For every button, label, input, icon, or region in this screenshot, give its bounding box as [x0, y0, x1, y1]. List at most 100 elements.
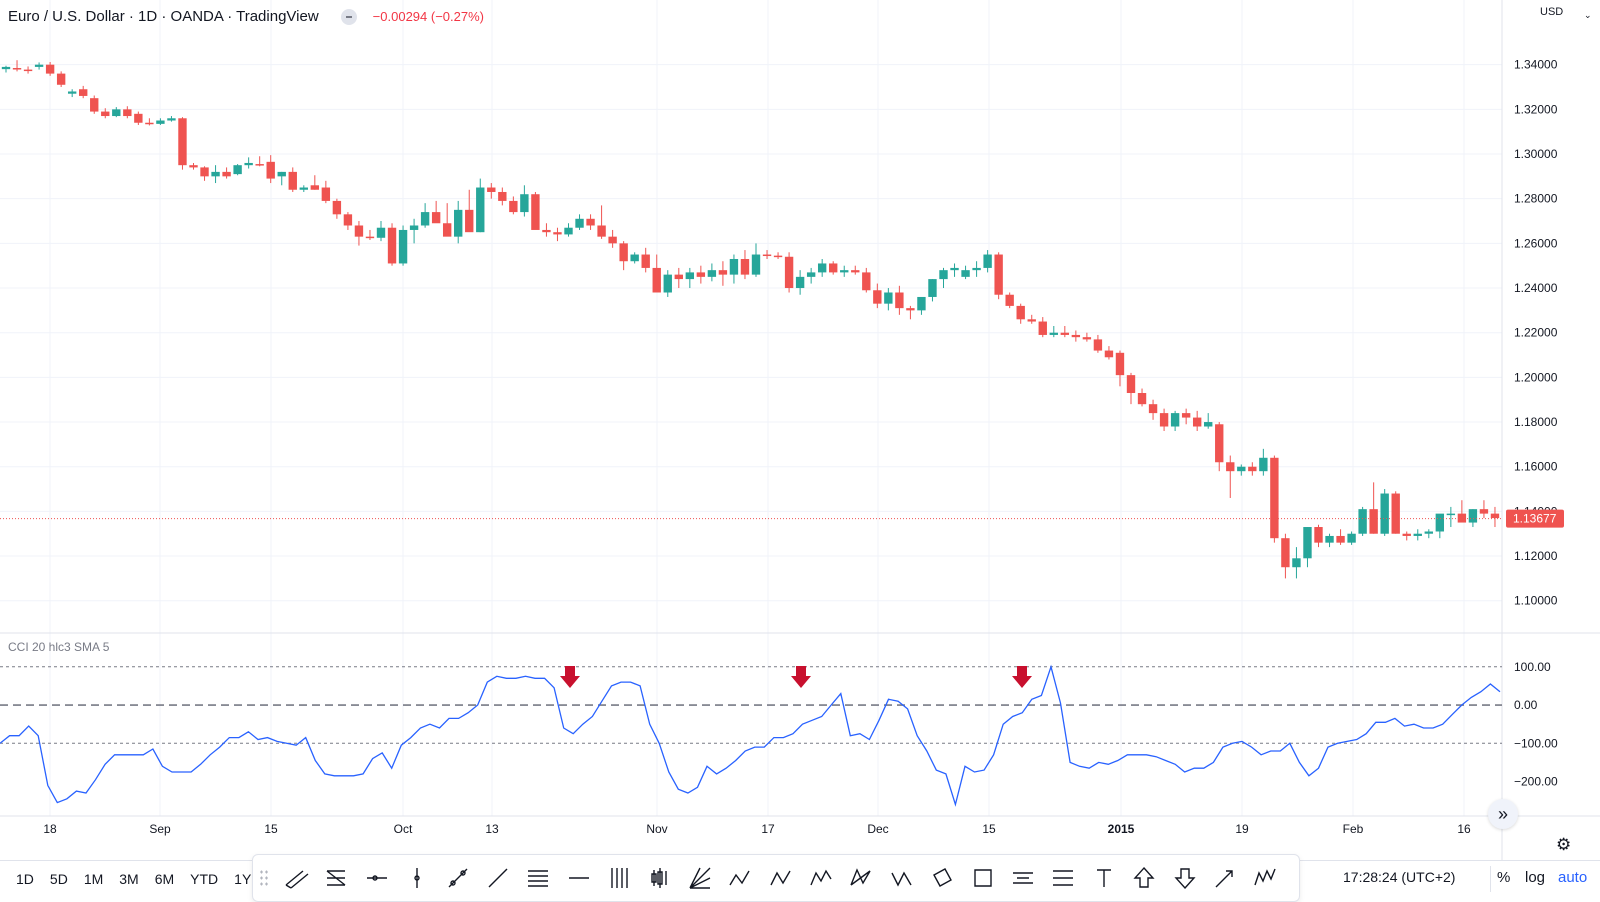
candle-body — [564, 227, 573, 235]
candle-body — [773, 255, 783, 258]
candle-body — [288, 171, 297, 190]
candle-body — [1226, 462, 1235, 472]
candle-body — [740, 258, 750, 275]
period-3m[interactable]: 3M — [119, 871, 139, 887]
down-arrow-icon — [791, 666, 811, 688]
vertical-lines-tool-button[interactable] — [602, 861, 636, 895]
candle-body — [409, 225, 419, 230]
time-label: Oct — [394, 822, 413, 836]
candle-body — [873, 290, 882, 304]
candle-body — [1303, 527, 1312, 559]
candle-body — [685, 272, 695, 280]
candle-body — [1093, 339, 1103, 351]
log-scale-toggle[interactable]: log — [1525, 869, 1546, 886]
arrow-down-tool-button[interactable] — [1168, 861, 1202, 895]
angle-fan-tool-button[interactable] — [683, 861, 717, 895]
candle-body — [674, 274, 683, 280]
candle-body — [928, 279, 937, 297]
candle-body — [255, 164, 264, 166]
candle-body — [1215, 424, 1224, 463]
fib-retracement-tool-button[interactable] — [319, 861, 353, 895]
currency-button[interactable]: USD — [1540, 6, 1564, 18]
pattern-wy-tool-button[interactable] — [885, 861, 919, 895]
candle-body — [1336, 535, 1345, 543]
xabcd-tool-button[interactable] — [844, 861, 878, 895]
divider — [1490, 866, 1491, 892]
price-chart[interactable]: 1.34000 1.32000 1.30000 1.28000 1.26000 1.240… — [0, 0, 1600, 860]
rotated-rectangle-tool-button[interactable] — [925, 861, 959, 895]
symbol-title[interactable]: Euro / U.S. Dollar · 1D · OANDA · Tradin… — [8, 8, 319, 25]
candle-body — [553, 232, 562, 235]
auto-scale-toggle[interactable]: auto — [1558, 869, 1588, 886]
ray-tool-button[interactable] — [481, 861, 515, 895]
rectangle-tool-button[interactable] — [966, 861, 1000, 895]
percent-scale-toggle[interactable]: % — [1497, 869, 1511, 886]
cci-tick-label: −100.00 — [1514, 736, 1558, 750]
clock[interactable]: 17:28:24 (UTC+2) — [1343, 869, 1456, 885]
candle-body — [531, 194, 540, 230]
price-tick-label: 1.10000 — [1514, 594, 1558, 608]
drag-handle-icon[interactable] — [259, 869, 269, 887]
vertical-line-tool-button[interactable] — [400, 861, 434, 895]
text-tool-button[interactable] — [1087, 861, 1121, 895]
candlestick-series — [1, 60, 1500, 579]
price-scale: 1.34000 1.32000 1.30000 1.28000 1.26000 1.240… — [0, 0, 1600, 860]
candle-body — [575, 218, 584, 228]
horizontal-ray-tool-button[interactable] — [360, 861, 394, 895]
gear-icon[interactable]: ⚙ — [1556, 835, 1572, 854]
candle-body — [34, 64, 44, 67]
candle-body — [56, 73, 66, 85]
cci-legend[interactable]: CCI 20 hlc3 SMA 5 — [8, 640, 110, 654]
candle-body — [1159, 413, 1169, 427]
arrow-up-tool-button[interactable] — [1127, 861, 1161, 895]
hide-legend-icon[interactable] — [340, 8, 357, 25]
candle-body — [1369, 509, 1378, 534]
pattern-15-tool-button[interactable] — [723, 861, 757, 895]
text-icon — [1096, 869, 1111, 887]
candle-body — [1413, 533, 1422, 536]
candle-body — [1479, 509, 1489, 514]
candle-body — [420, 212, 430, 226]
pattern-ac-tool-button[interactable] — [764, 861, 798, 895]
date-range-tool-button[interactable] — [1006, 861, 1040, 895]
candle-body — [1005, 294, 1014, 306]
horizontal-line-icon — [568, 877, 589, 879]
candle-body — [310, 185, 320, 190]
candle-body — [299, 187, 308, 190]
chevron-down-icon[interactable]: ⌄ — [1584, 10, 1592, 20]
scroll-to-realtime-button[interactable]: » — [1488, 799, 1518, 829]
price-tick-label: 1.32000 — [1514, 102, 1558, 116]
period-5d[interactable]: 5D — [49, 871, 68, 887]
candle-body — [112, 109, 121, 117]
price-range-icon — [1053, 870, 1074, 886]
candle-body — [376, 227, 386, 238]
price-range-tool-button[interactable] — [1046, 861, 1080, 895]
parallel-channel-tool-button[interactable] — [279, 861, 313, 895]
candles-cross-tool-button[interactable] — [643, 861, 677, 895]
elliott-wave-tool-button[interactable] — [1248, 861, 1282, 895]
candle-body — [983, 254, 992, 268]
candle-body — [939, 270, 948, 280]
candle-body — [1468, 509, 1478, 523]
price-tick-label: 1.30000 — [1514, 147, 1558, 161]
time-label: Sep — [149, 822, 171, 836]
candle-body — [12, 68, 22, 70]
trend-line-tool-button[interactable] — [441, 861, 475, 895]
candle-body — [45, 64, 55, 74]
period-1d[interactable]: 1D — [16, 871, 34, 887]
horizontal-line-tool-button[interactable] — [562, 861, 596, 895]
period-6m[interactable]: 6M — [154, 871, 175, 887]
candle-body — [442, 223, 452, 237]
period-1m[interactable]: 1M — [83, 871, 104, 887]
period-1y[interactable]: 1Y — [234, 871, 252, 887]
candle-body — [1115, 352, 1125, 376]
period-ytd[interactable]: YTD — [190, 871, 219, 887]
arrow-marker-tool-button[interactable] — [1208, 861, 1242, 895]
time-label: Feb — [1343, 822, 1364, 836]
candle-body — [608, 236, 617, 244]
pattern-ae-tool-button[interactable] — [804, 861, 838, 895]
horizontal-lines-tool-button[interactable] — [521, 861, 555, 895]
trend-line-icon — [448, 868, 468, 888]
candle-body — [840, 270, 849, 273]
candles-cross-icon — [650, 868, 667, 888]
